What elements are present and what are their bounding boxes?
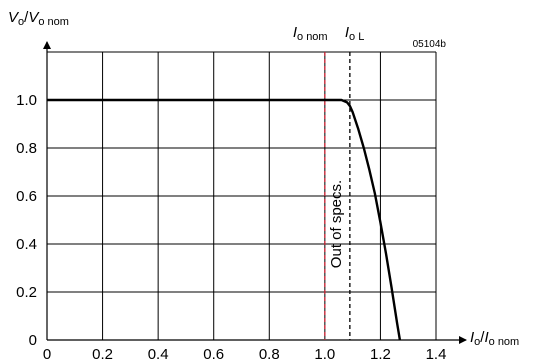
- x-tick-label: 1.0: [314, 346, 335, 362]
- grid: [47, 51, 437, 340]
- x-tick-label: 0.2: [92, 346, 113, 362]
- y-tick-label: 0.8: [16, 140, 37, 157]
- y-tick-label: 0.4: [16, 236, 37, 253]
- axes: [43, 41, 467, 344]
- io-l-label: Io L: [345, 24, 364, 43]
- y-tick-label: 1.0: [16, 92, 37, 109]
- out-of-specs-annotation: Out of specs.: [328, 180, 345, 268]
- io-nom-label: Io nom: [293, 24, 328, 43]
- tick-labels: 0 0.2 0.4 0.6 0.8 1.0 1.2 1.4 0 0.2 0.4 0.6 0.8 1.0: [16, 92, 446, 362]
- series-group: [47, 98, 402, 341]
- x-tick-label: 1.2: [370, 346, 391, 362]
- figure-code: 05104b: [413, 39, 447, 50]
- y-tick-label: 0: [29, 332, 37, 349]
- x-tick-label: 1.4: [426, 346, 447, 362]
- reference-lines: [324, 52, 351, 340]
- x-tick-label: 0: [43, 346, 51, 362]
- y-tick-label: 0.6: [16, 188, 37, 205]
- x-tick-label: 0.8: [259, 346, 280, 362]
- x-tick-label: 0.4: [148, 346, 169, 362]
- x-tick-label: 0.6: [203, 346, 224, 362]
- output-curve: [47, 98, 402, 341]
- y-axis-label: Vo/Vo nom: [8, 9, 69, 28]
- x-axis-label: Io/Io nom: [470, 329, 519, 348]
- y-tick-label: 0.2: [16, 284, 37, 301]
